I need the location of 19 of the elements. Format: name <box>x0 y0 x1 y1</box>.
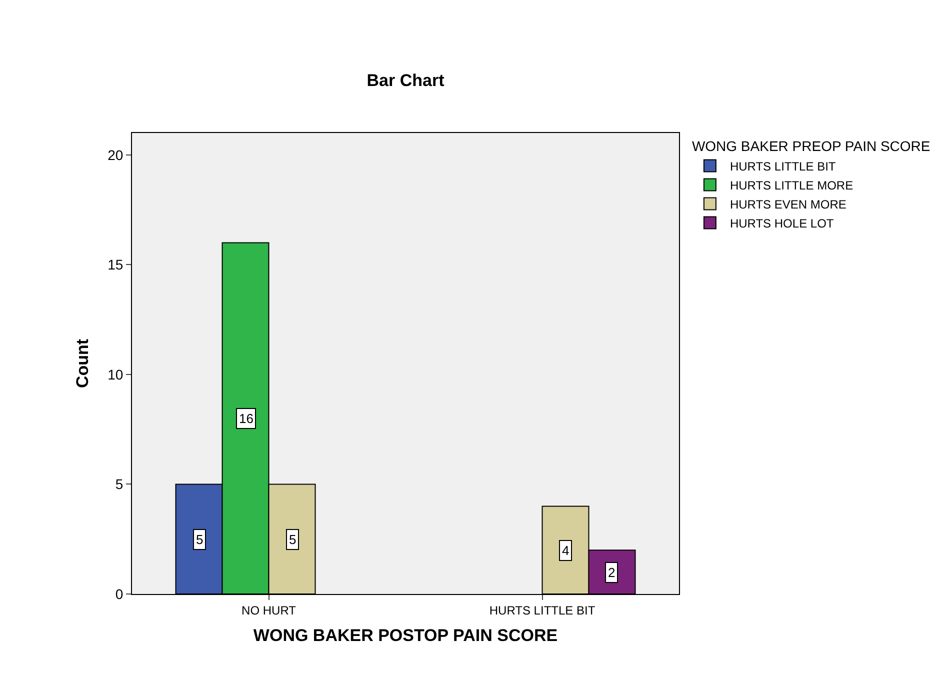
y-tick-label: 0 <box>115 586 124 602</box>
x-axis-title: WONG BAKER POSTOP PAIN SCORE <box>253 626 558 645</box>
y-tick-label: 5 <box>115 476 124 492</box>
y-tick-label: 10 <box>108 366 124 382</box>
legend-label: HURTS LITTLE BIT <box>730 159 836 174</box>
x-tick-label: NO HURT <box>242 603 297 618</box>
legend-label: HURTS LITTLE MORE <box>730 178 854 192</box>
legend-label: HURTS EVEN MORE <box>730 197 846 212</box>
data-label: 4 <box>562 543 570 558</box>
data-label: 2 <box>608 565 616 580</box>
y-tick-label: 15 <box>108 256 124 273</box>
legend-label: HURTS HOLE LOT <box>730 216 834 230</box>
legend-title: WONG BAKER PREOP PAIN SCORE <box>692 138 930 154</box>
y-tick-label: 20 <box>108 146 124 163</box>
y-axis-title: Count <box>73 338 92 388</box>
chart-title: Bar Chart <box>366 70 445 90</box>
data-label: 5 <box>196 532 204 547</box>
data-label: 16 <box>239 411 254 426</box>
data-label: 5 <box>289 532 296 547</box>
